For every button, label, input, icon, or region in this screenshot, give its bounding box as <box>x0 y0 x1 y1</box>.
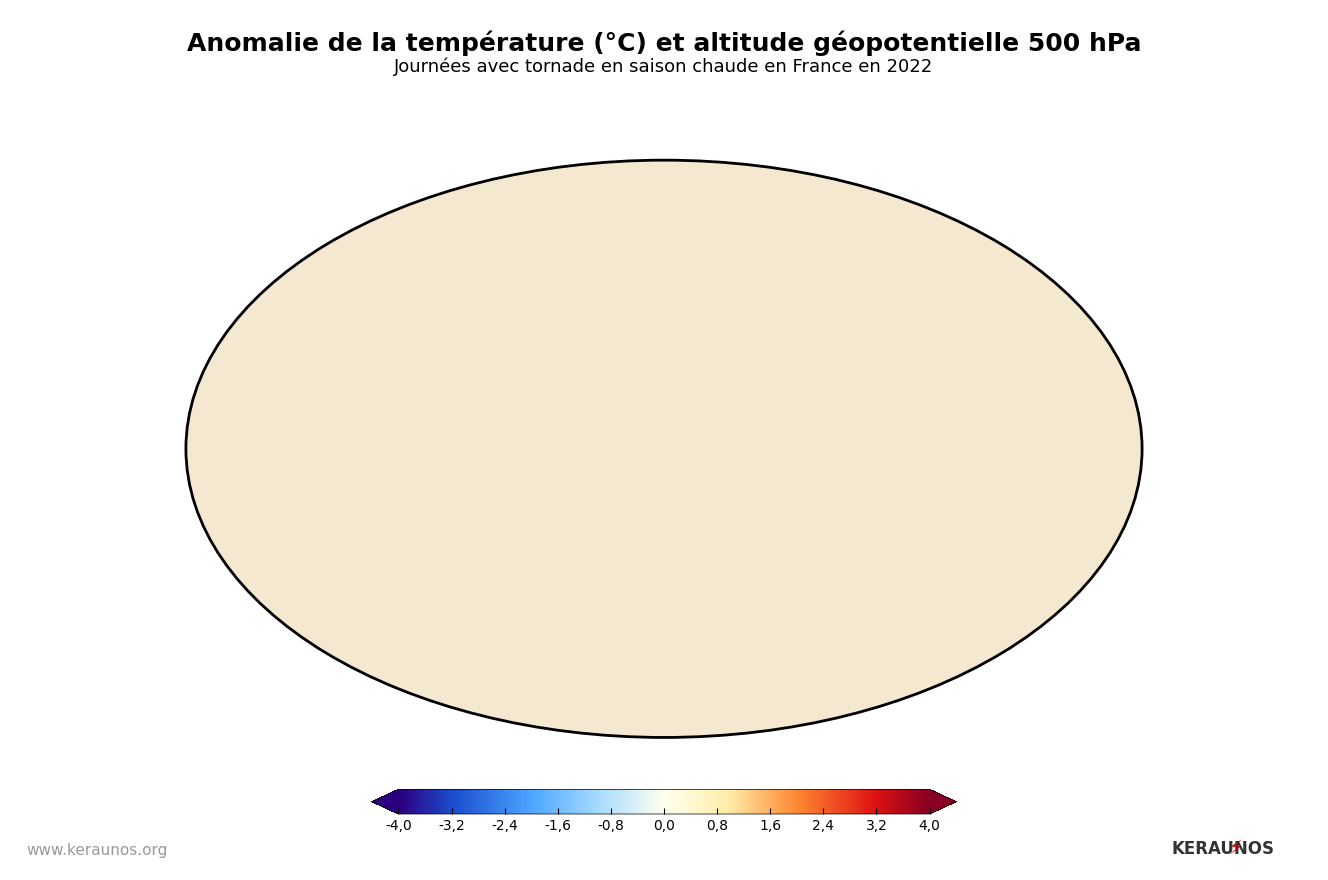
Text: www.keraunos.org: www.keraunos.org <box>27 843 167 858</box>
Text: Journées avec tornade en saison chaude en France en 2022: Journées avec tornade en saison chaude e… <box>394 57 934 76</box>
PathPatch shape <box>372 789 398 814</box>
Circle shape <box>186 160 1142 737</box>
PathPatch shape <box>930 789 956 814</box>
Text: ⚡: ⚡ <box>1228 839 1242 858</box>
Text: Anomalie de la température (°C) et altitude géopotentielle 500 hPa: Anomalie de la température (°C) et altit… <box>187 31 1141 56</box>
Text: KERAUNOS: KERAUNOS <box>1171 840 1275 858</box>
